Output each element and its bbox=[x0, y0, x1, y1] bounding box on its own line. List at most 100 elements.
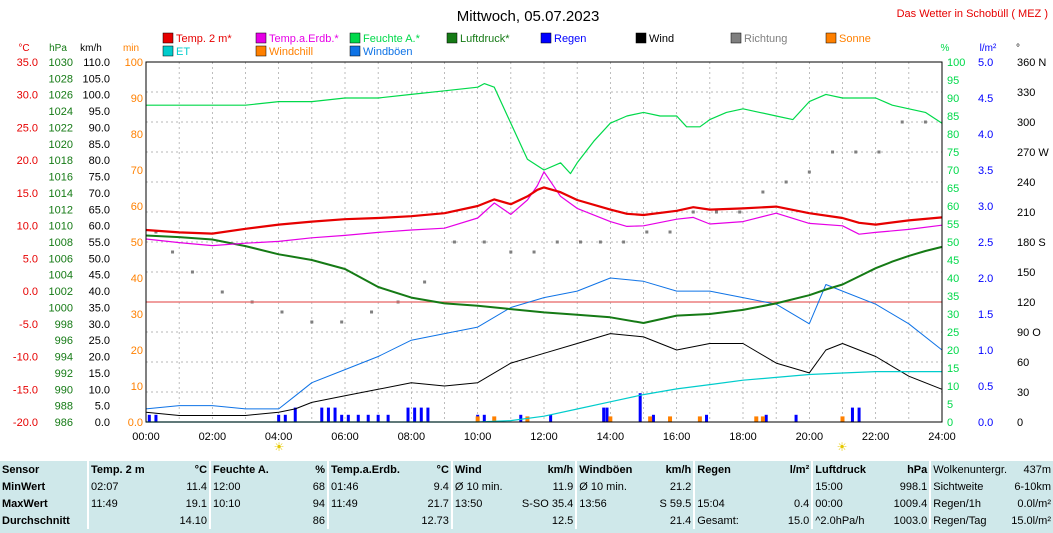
direction-point bbox=[370, 310, 374, 314]
x-axis-labels: 00:00 02:00 04:00 06:00 08:00 10:00 12:00 14:00… bbox=[132, 431, 956, 443]
gust-line bbox=[145, 277, 943, 410]
stats-value: 94 bbox=[312, 497, 326, 510]
rain-bar bbox=[651, 414, 655, 422]
sun-marks: ☀ ☀ bbox=[274, 440, 848, 454]
rain-bar bbox=[602, 407, 606, 422]
stats-cell: Gesamt: bbox=[693, 512, 763, 529]
wind-tick-label: 85.0 bbox=[89, 139, 110, 151]
stats-cell: 01:46 bbox=[327, 478, 402, 495]
pressure-tick-label: 1004 bbox=[49, 270, 73, 282]
direction-tick-label: 30 bbox=[1017, 387, 1029, 399]
humidity-tick-label: 80 bbox=[947, 129, 959, 141]
direction-point bbox=[877, 150, 881, 154]
rain-tick-label: 1.5 bbox=[978, 309, 993, 321]
x-tick-label: 18:00 bbox=[729, 431, 757, 443]
direction-tick-label: 0 bbox=[1017, 417, 1023, 429]
humidity-axis-header: % bbox=[941, 43, 950, 54]
pressure-tick-label: 994 bbox=[55, 352, 73, 364]
pressure-tick-label: 1010 bbox=[49, 221, 73, 233]
sun-bar bbox=[525, 416, 530, 422]
stats-value: 9.4 bbox=[433, 480, 449, 493]
stats-value: 6-10km bbox=[1014, 480, 1051, 493]
stats-value: 21.4 bbox=[669, 514, 692, 527]
rain-tick-label: 0.0 bbox=[978, 417, 993, 429]
legend-label: Temp. 2 m* bbox=[176, 33, 232, 45]
rain-bar bbox=[638, 393, 642, 422]
wind-axis-header: km/h bbox=[80, 43, 102, 54]
pressure-tick-label: 1020 bbox=[49, 139, 73, 151]
stats-header-unit: hPa bbox=[907, 463, 928, 476]
wind-tick-label: 60.0 bbox=[89, 221, 110, 233]
direction-points bbox=[154, 120, 927, 324]
temp-line bbox=[145, 186, 943, 235]
statistics-panel: Sensor Temp. 2 m °C Feuchte A.% Temp.a.Erdb.… bbox=[0, 461, 1053, 533]
wind-tick-label: 80.0 bbox=[89, 155, 110, 167]
pressure-tick-label: 988 bbox=[55, 401, 73, 413]
temp-tick-label: -20.0 bbox=[13, 417, 38, 429]
humidity-tick-label: 65 bbox=[947, 183, 959, 195]
legend-label: Feuchte A.* bbox=[363, 33, 421, 45]
pressure-tick-label: 1022 bbox=[49, 122, 73, 134]
temp-tick-label: 15.0 bbox=[17, 188, 38, 200]
stats-header-cell: Windböen bbox=[575, 461, 645, 478]
direction-point bbox=[154, 230, 158, 234]
rain-bar bbox=[326, 407, 330, 422]
humidity-tick-label: 25 bbox=[947, 327, 959, 339]
direction-tick-label: 180 S bbox=[1017, 237, 1046, 249]
stats-header-unit: km/h bbox=[547, 463, 574, 476]
bars bbox=[147, 393, 861, 422]
rain-bar bbox=[386, 414, 390, 422]
weather-chart: Mittwoch, 05.07.2023 Das Wetter in Schob… bbox=[13, 8, 1049, 454]
pressure-tick-label: 1026 bbox=[49, 90, 73, 102]
wind-tick-label: 10.0 bbox=[89, 384, 110, 396]
sun-tick-label: 0.0 bbox=[128, 417, 143, 429]
stats-value: 21.2 bbox=[669, 480, 692, 493]
humidity-tick-label: 30 bbox=[947, 309, 959, 321]
direction-point bbox=[714, 210, 718, 214]
direction-tick-label: 150 bbox=[1017, 267, 1035, 279]
x-tick-label: 08:00 bbox=[398, 431, 426, 443]
stats-cell: Ø 10 min. bbox=[450, 478, 520, 495]
stats-value: 998.1 bbox=[899, 480, 928, 493]
humidity-tick-label: 90 bbox=[947, 93, 959, 105]
stats-value: 86 bbox=[312, 514, 326, 527]
sun-tick-label: 60 bbox=[131, 201, 143, 213]
rain-bar bbox=[482, 414, 486, 422]
direction-point bbox=[555, 240, 559, 244]
rain-bar bbox=[277, 414, 281, 422]
pressure-tick-label: 986 bbox=[55, 417, 73, 429]
legend-label: Windchill bbox=[269, 46, 313, 58]
humidity-tick-label: 5 bbox=[947, 399, 953, 411]
direction-tick-label: 60 bbox=[1017, 357, 1029, 369]
legend-label: Luftdruck* bbox=[460, 33, 510, 45]
stats-value: 0.4 bbox=[793, 497, 810, 510]
rain-tick-label: 4.5 bbox=[978, 93, 993, 105]
stats-cell: 11:49 bbox=[87, 495, 161, 512]
direction-point bbox=[691, 210, 695, 214]
stats-cell: 00:00 bbox=[811, 495, 881, 512]
rain-bar bbox=[519, 414, 523, 422]
stats-cell bbox=[87, 512, 161, 529]
plot-frame bbox=[145, 61, 943, 423]
direction-point bbox=[622, 240, 626, 244]
stats-header-unit: km/h bbox=[665, 463, 692, 476]
direction-point bbox=[645, 230, 649, 234]
legend-swatch bbox=[255, 32, 267, 44]
direction-point bbox=[923, 120, 927, 124]
temp-tick-label: 0.0 bbox=[23, 286, 38, 298]
stats-cell: Regen/1h bbox=[929, 495, 1010, 512]
stats-value: 14.10 bbox=[179, 514, 208, 527]
direction-point bbox=[738, 210, 742, 214]
et-line bbox=[146, 371, 942, 423]
stats-header-row: Sensor Temp. 2 m °C Feuchte A.% Temp.a.Erdb.… bbox=[0, 461, 1053, 478]
temp-tick-label: 35.0 bbox=[17, 57, 38, 69]
legend-label: Richtung bbox=[744, 33, 787, 45]
rain-axis-header: l/m² bbox=[980, 43, 997, 54]
temp-tick-label: -10.0 bbox=[13, 352, 38, 364]
wind-tick-label: 5.0 bbox=[95, 401, 110, 413]
stats-value: 21.7 bbox=[427, 497, 449, 510]
humidity-line bbox=[146, 82, 943, 175]
sun-tick-label: 100 bbox=[125, 57, 143, 69]
stats-row: MinWert 02:07 11.4 12:00 68 01:46 9.4 Ø 10 min.… bbox=[0, 478, 1053, 495]
stats-cell: Regen/Tag bbox=[929, 512, 1010, 529]
